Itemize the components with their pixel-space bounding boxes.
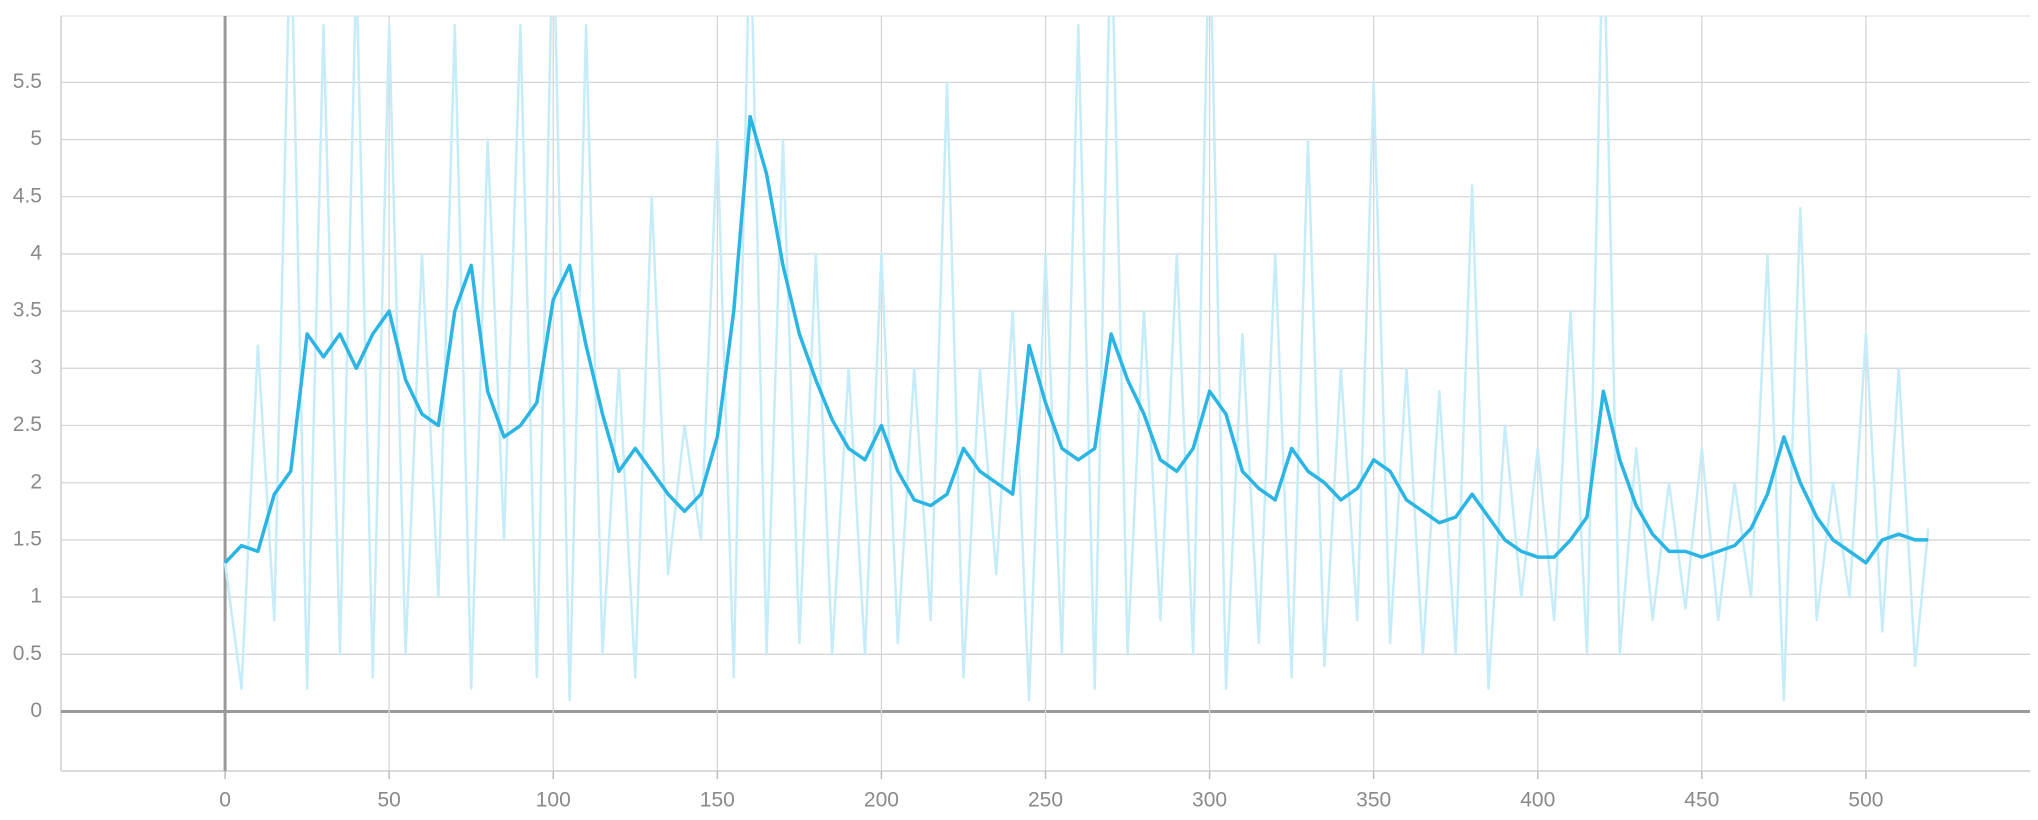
y-tick-label: 5 bbox=[30, 127, 42, 150]
y-tick-label: 5.5 bbox=[13, 70, 42, 93]
x-tick-label: 0 bbox=[219, 789, 231, 812]
x-tick-label: 350 bbox=[1356, 789, 1391, 812]
x-tick-label: 200 bbox=[864, 789, 899, 812]
y-tick-label: 3.5 bbox=[13, 299, 42, 322]
y-tick-label: 2 bbox=[30, 470, 42, 493]
raw-line bbox=[223, 16, 1930, 702]
y-tick-label: 1.5 bbox=[13, 527, 42, 550]
y-tick-label: 4.5 bbox=[13, 184, 42, 207]
x-tick-label: 250 bbox=[1028, 789, 1063, 812]
x-tick-label: 300 bbox=[1192, 789, 1227, 812]
y-tick-label: 0 bbox=[30, 699, 42, 722]
x-tick-label: 150 bbox=[700, 789, 735, 812]
x-tick-label: 400 bbox=[1520, 789, 1555, 812]
x-tick-label: 450 bbox=[1684, 789, 1719, 812]
x-tick-label: 500 bbox=[1848, 789, 1883, 812]
y-tick-label: 2.5 bbox=[13, 413, 42, 436]
y-tick-label: 1 bbox=[30, 585, 42, 608]
plot-area bbox=[223, 16, 1930, 702]
y-tick-label: 4 bbox=[30, 241, 42, 264]
x-tick-label: 100 bbox=[536, 789, 571, 812]
x-tick-label: 50 bbox=[377, 789, 400, 812]
axis-labels: 0 0.5 1 1.5 2 2.5 3 3.5 4 4.5 5 5.5 0 50 100 150 200 250 3… bbox=[13, 70, 1884, 812]
y-tick-label: 0.5 bbox=[13, 642, 42, 665]
y-tick-label: 3 bbox=[30, 356, 42, 379]
smoothed-line bbox=[223, 114, 1929, 565]
